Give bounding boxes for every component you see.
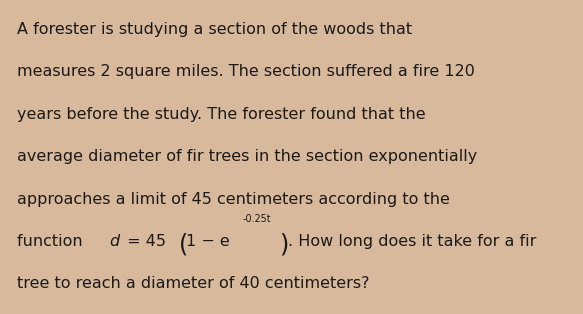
Text: A forester is studying a section of the woods that: A forester is studying a section of the … <box>17 22 413 37</box>
Text: years before the study. The forester found that the: years before the study. The forester fou… <box>17 107 426 122</box>
Text: -0.25t: -0.25t <box>243 214 271 224</box>
Text: tree to reach a diameter of 40 centimeters?: tree to reach a diameter of 40 centimete… <box>17 276 370 291</box>
Text: approaches a limit of 45 centimeters according to the: approaches a limit of 45 centimeters acc… <box>17 192 450 207</box>
Text: function: function <box>17 234 88 249</box>
Text: (: ( <box>178 232 188 256</box>
Text: . How long does it take for a fir: . How long does it take for a fir <box>288 234 536 249</box>
Text: ): ) <box>279 232 289 256</box>
Text: d: d <box>109 234 119 249</box>
Text: 1 − e: 1 − e <box>186 234 230 249</box>
Text: = 45: = 45 <box>122 234 166 249</box>
Text: average diameter of fir trees in the section exponentially: average diameter of fir trees in the sec… <box>17 149 477 164</box>
Text: measures 2 square miles. The section suffered a fire 120: measures 2 square miles. The section suf… <box>17 64 475 79</box>
